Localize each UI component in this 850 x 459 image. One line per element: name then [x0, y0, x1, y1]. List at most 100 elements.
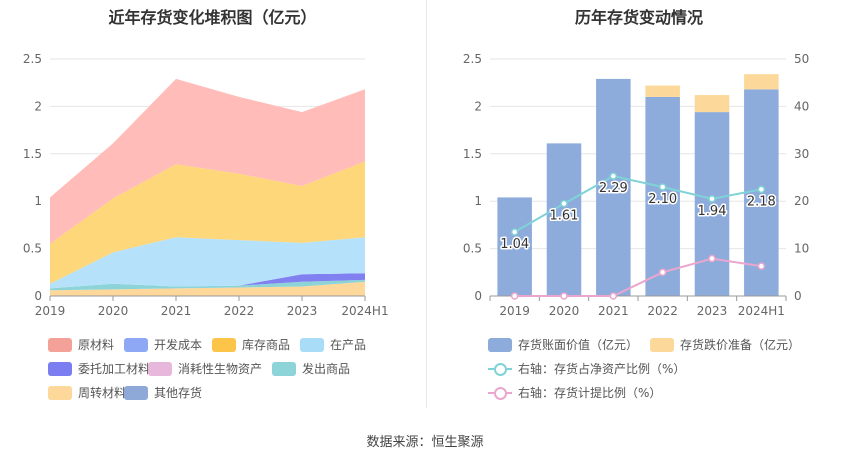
legend-label: 右轴：存货计提比例（%）: [518, 386, 662, 400]
legend-label: 其他存货: [154, 386, 203, 400]
bar-inventory-value: [596, 78, 631, 297]
area-库存商品: [50, 161, 365, 284]
legend-swatch: [124, 385, 148, 400]
x-tick-label: 2024H1: [341, 304, 388, 318]
legend-swatch: [488, 362, 512, 376]
legend-item[interactable]: 开发成本: [124, 336, 202, 353]
legend-label: 原材料: [78, 338, 115, 352]
y2-tick-label: 40: [794, 99, 809, 113]
legend-item[interactable]: 右轴：存货计提比例（%）: [488, 384, 661, 401]
line-point: [609, 172, 618, 180]
stacked-area-panel: 近年存货变化堆积图（亿元） 0 0.5 1 1.5 2 2.5 2019 2020 2021 20…: [0, 0, 425, 420]
x-tick-label: 2020: [549, 304, 580, 318]
y2-tick-label: 10: [794, 242, 809, 256]
legend-swatch: [212, 337, 236, 352]
x-tick-label: 2023: [697, 304, 728, 318]
x-tick-label: 2021: [161, 304, 192, 318]
x-tick-label: 2019: [499, 304, 530, 318]
line-右轴：存货占净资产比例（%）: [514, 175, 762, 233]
line-point: [708, 254, 716, 263]
area-发出商品: [50, 279, 365, 291]
legend-item[interactable]: 存货账面价值（亿元）: [488, 336, 638, 353]
x-tick-label: 2023: [287, 304, 318, 318]
bar-inventory-value: [497, 197, 532, 296]
right-legend: 存货账面价值（亿元） 存货跌价准备（亿元） 右轴：存货占净资产比例（%） 右轴：存货计…: [428, 0, 850, 420]
legend-item[interactable]: 委托加工材料: [48, 360, 150, 377]
legend-swatch: [48, 385, 72, 400]
legend-item[interactable]: 右轴：存货占净资产比例（%）: [488, 360, 685, 377]
y-tick-label: 2.5: [23, 52, 42, 66]
bar-line-panel: 历年存货变动情况 0 0.5 1 1.5 2 2.5 0 10 20 30 40 50 2019 2020…: [428, 0, 850, 420]
legend-label: 周转材料: [78, 386, 127, 400]
legend-label: 开发成本: [154, 338, 203, 352]
y-tick-label: 1: [474, 194, 482, 208]
x-tick-label: 2019: [35, 304, 66, 318]
line-point: [658, 183, 667, 191]
legend-label: 存货账面价值（亿元）: [518, 338, 639, 352]
legend-swatch: [124, 337, 148, 352]
y-tick-label: 2: [34, 99, 42, 113]
bar-value-label: 1.61: [550, 209, 579, 224]
panel-divider: [426, 0, 427, 408]
legend-item[interactable]: 原材料: [48, 336, 114, 353]
legend-swatch: [300, 337, 324, 352]
y-tick-label: 2: [474, 99, 482, 113]
legend-label: 右轴：存货占净资产比例（%）: [518, 362, 686, 376]
y-tick-label: 2.5: [463, 52, 482, 66]
y2-tick-label: 20: [794, 194, 809, 208]
legend-label: 库存商品: [242, 338, 291, 352]
line-point: [560, 199, 568, 208]
legend-swatch: [488, 386, 512, 400]
bar-value-label: 2.29: [599, 181, 628, 196]
legend-swatch: [48, 361, 72, 376]
legend-swatch: [48, 337, 72, 352]
legend-item[interactable]: 周转材料: [48, 384, 126, 401]
bar-impairment-provision: [744, 74, 779, 90]
legend-item[interactable]: 发出商品: [272, 360, 350, 377]
line-point: [658, 268, 667, 277]
bar-value-label: 1.94: [698, 204, 727, 219]
x-tick-label: 2024H1: [738, 304, 785, 318]
legend-marker: [494, 362, 507, 376]
legend-label: 委托加工材料: [78, 362, 151, 376]
legend-swatch: [272, 361, 296, 376]
legend-item[interactable]: 消耗性生物资产: [148, 360, 262, 377]
legend-item[interactable]: 存货跌价准备（亿元）: [650, 336, 800, 353]
left-legend: 原材料 开发成本 库存商品 在产品委托加工材料 消耗性生物资产 发出商品周转材料 其他存货: [0, 0, 425, 420]
stacked-area-chart: 0 0.5 1 1.5 2 2.5 2019 2020 2021 2022 2023 2024H1: [23, 52, 389, 318]
legend-item[interactable]: 其他存货: [124, 384, 202, 401]
line-point: [609, 292, 618, 300]
legend-item[interactable]: 库存商品: [212, 336, 290, 353]
data-source: 数据来源：恒生聚源: [366, 435, 484, 450]
x-tick-label: 2022: [224, 304, 255, 318]
y-tick-label: 0.5: [463, 242, 482, 256]
line-point: [757, 262, 766, 270]
legend-item[interactable]: 在产品: [300, 336, 366, 353]
bar-impairment-provision: [694, 95, 730, 113]
line-point: [560, 292, 568, 300]
y-tick-label: 1: [34, 194, 42, 208]
y-tick-label: 1.5: [463, 147, 482, 161]
line-point: [510, 292, 519, 300]
line-point: [708, 195, 716, 203]
bar-value-label: 2.18: [747, 194, 776, 209]
legend-marker: [494, 386, 507, 400]
legend-label: 存货跌价准备（亿元）: [680, 338, 801, 352]
x-tick-label: 2020: [98, 304, 129, 318]
x-tick-label: 2022: [647, 304, 678, 318]
x-tick-label: 2021: [598, 304, 629, 318]
area-周转材料: [50, 281, 365, 296]
legend-swatch: [148, 361, 172, 376]
y2-tick-label: 0: [794, 289, 802, 303]
legend-label: 消耗性生物资产: [178, 362, 263, 376]
y-tick-label: 0: [34, 289, 42, 303]
bar-inventory-value: [694, 112, 730, 296]
bar-inventory-value: [546, 143, 582, 296]
area-原材料: [50, 78, 365, 244]
y-tick-label: 0: [474, 289, 482, 303]
line-point: [510, 228, 519, 236]
bar-value-label: 2.10: [648, 192, 677, 207]
legend-label: 在产品: [330, 338, 367, 352]
bar-value-label: 1.04: [500, 237, 529, 252]
y2-tick-label: 30: [794, 147, 809, 161]
